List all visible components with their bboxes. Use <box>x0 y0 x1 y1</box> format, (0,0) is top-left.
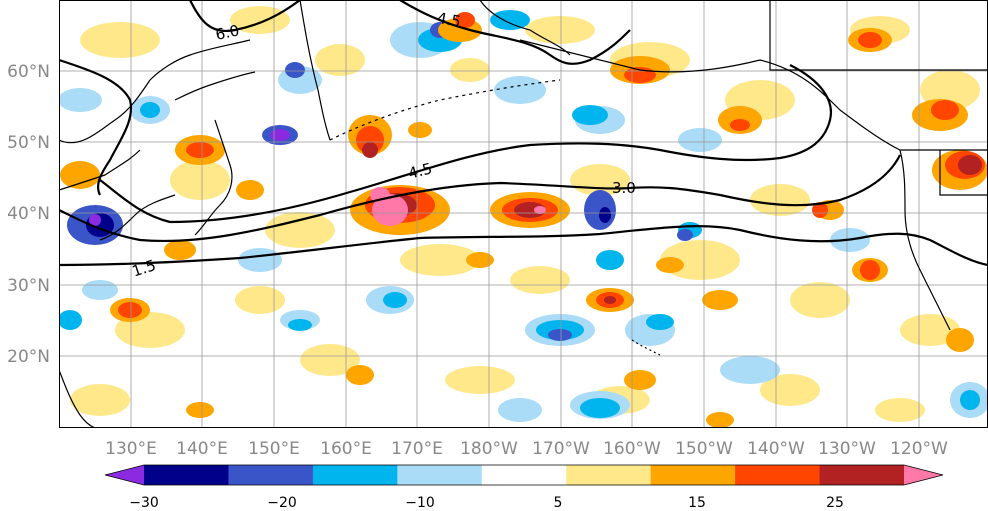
lat-label-30n: 30°N <box>7 276 50 296</box>
colorbar-segment <box>144 465 229 485</box>
coastlines <box>59 0 988 428</box>
lon-label-180w: 180°W <box>460 439 518 459</box>
colorbar-label-minus30: −30 <box>129 495 159 511</box>
colorbar-segment <box>650 465 736 485</box>
contour-6-0 <box>189 0 301 33</box>
colorbar-arrow-left <box>105 465 144 485</box>
longitude-labels: 130°E 140°E 150°E 160°E 170°E 180°W 170°… <box>105 439 948 459</box>
lat-label-50n: 50°N <box>7 133 50 153</box>
latitude-labels: 60°N 50°N 40°N 30°N 20°N <box>7 62 50 367</box>
colorbar-label-25: 25 <box>826 495 844 511</box>
colorbar-segment <box>819 465 905 485</box>
lon-label-150e: 150°E <box>248 439 300 459</box>
contour-1-5 <box>59 225 988 267</box>
lat-label-40n: 40°N <box>7 204 50 224</box>
colorbar-segment <box>397 465 483 485</box>
colorbar-label-minus10: −10 <box>405 495 435 511</box>
colorbar-segment <box>481 465 567 485</box>
colorbar-segment <box>228 465 314 485</box>
colorbar-outline <box>104 464 944 486</box>
colorbar-segment <box>566 465 652 485</box>
contour-lines <box>59 0 988 267</box>
lat-label-60n: 60°N <box>7 62 50 82</box>
contour-label-6-0: 6.0 <box>214 21 241 44</box>
contour-3-0 <box>59 154 901 243</box>
contour-label-3-0: 3.0 <box>612 179 636 197</box>
lon-label-170w: 170°W <box>532 439 590 459</box>
anomaly-shading <box>59 6 988 428</box>
contour-labels: 6.0 4.5 4.5 3.0 1.5 <box>130 9 636 281</box>
lat-label-20n: 20°N <box>7 347 50 367</box>
contour-4-5-north <box>399 0 631 65</box>
colorbar-segment <box>735 465 821 485</box>
contour-4-5 <box>99 64 833 224</box>
colorbar <box>104 464 944 486</box>
colorbar-label-15: 15 <box>688 495 706 511</box>
colorbar-labels: −30 −20 −10 5 15 25 <box>129 495 844 511</box>
contour-label-4-5-north: 4.5 <box>436 9 463 31</box>
colorbar-segment <box>312 465 398 485</box>
lon-label-160w: 160°W <box>603 439 661 459</box>
contour-label-4-5: 4.5 <box>406 159 434 182</box>
colorbar-arrow-right <box>904 465 943 485</box>
gridlines <box>59 0 988 428</box>
colorbar-label-minus20: −20 <box>267 495 297 511</box>
lon-label-150w: 150°W <box>675 439 733 459</box>
lon-label-140e: 140°E <box>176 439 228 459</box>
lon-label-160e: 160°E <box>320 439 372 459</box>
map-plot-area: 6.0 4.5 4.5 3.0 1.5 <box>59 0 988 428</box>
lon-label-130e: 130°E <box>105 439 157 459</box>
lon-label-130w: 130°W <box>818 439 876 459</box>
colorbar-label-5: 5 <box>554 495 563 511</box>
lon-label-140w: 140°W <box>747 439 805 459</box>
lon-label-120w: 120°W <box>890 439 948 459</box>
lon-label-170e: 170°E <box>391 439 443 459</box>
